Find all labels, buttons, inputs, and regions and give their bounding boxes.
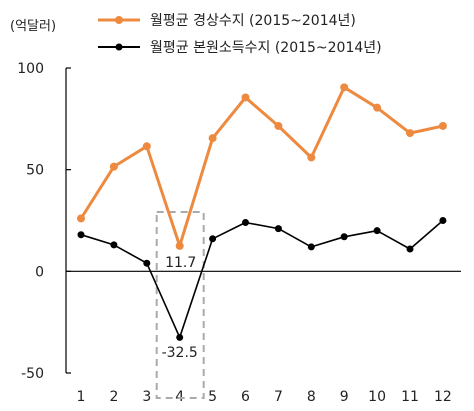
- x-tick-label: 5: [208, 389, 217, 405]
- series-1-point: [241, 93, 250, 102]
- y-tick-label: -50: [21, 366, 44, 382]
- series-2-point: [274, 225, 282, 233]
- series-1-point: [438, 121, 447, 130]
- x-tick-label: 12: [434, 389, 452, 405]
- x-tick-label: 9: [340, 389, 349, 405]
- y-tick-label: 50: [26, 163, 44, 179]
- series-2-point: [242, 219, 249, 227]
- legend-marker-1: [115, 16, 123, 24]
- x-tick-label: 7: [274, 389, 283, 405]
- annotation-label-1: 11.7: [165, 255, 196, 271]
- x-tick-label: 3: [142, 389, 151, 405]
- annotation-layer: 11.7 -32.5: [162, 255, 198, 361]
- series-1-point: [406, 129, 414, 138]
- series-2-point: [373, 227, 381, 235]
- legend-marker-2: [115, 43, 123, 51]
- series-2-point: [77, 231, 85, 239]
- series-2-point: [176, 333, 184, 341]
- legend: 월평균 경상수지 (2015~2014년) 월평균 본원소득수지 (2015~20…: [98, 13, 382, 56]
- legend-label-1: 월평균 경상수지 (2015~2014년): [150, 13, 356, 29]
- x-tick-label: 11: [401, 389, 419, 405]
- series-1-point: [208, 134, 217, 143]
- x-tick-label: 1: [77, 389, 86, 405]
- series-layer: [77, 83, 447, 341]
- y-tick-label: 0: [35, 264, 44, 280]
- series-1-point: [175, 241, 184, 250]
- series-2-point: [209, 235, 217, 243]
- x-tick-label: 8: [307, 389, 316, 405]
- x-tick-label: 2: [109, 389, 118, 405]
- series-1-point: [77, 214, 85, 223]
- y-tick-label: 100: [17, 61, 44, 77]
- y-unit-label: (억달러): [10, 19, 56, 34]
- x-tick-label: 10: [368, 389, 386, 405]
- x-tick-label: 6: [241, 389, 250, 405]
- series-2-point: [143, 259, 151, 267]
- series-1-point: [373, 103, 382, 112]
- highlight-box: [155, 211, 205, 399]
- highlight-box-month-4: [155, 211, 205, 399]
- series-1-point: [340, 83, 349, 92]
- series-1-point: [109, 162, 118, 171]
- series-1-point: [307, 153, 316, 162]
- legend-label-2: 월평균 본원소득수지 (2015~2014년): [150, 40, 382, 56]
- series-2-point: [340, 233, 348, 241]
- series-2-point: [406, 245, 414, 253]
- series-2-point: [307, 243, 315, 251]
- series-line-1: [79, 85, 444, 248]
- series-1-point: [274, 121, 283, 130]
- series-1-point: [142, 142, 151, 151]
- series-2-point: [439, 217, 447, 224]
- series-2-point: [110, 241, 118, 249]
- annotation-label-2: -32.5: [162, 345, 198, 361]
- series-line-2: [80, 219, 444, 339]
